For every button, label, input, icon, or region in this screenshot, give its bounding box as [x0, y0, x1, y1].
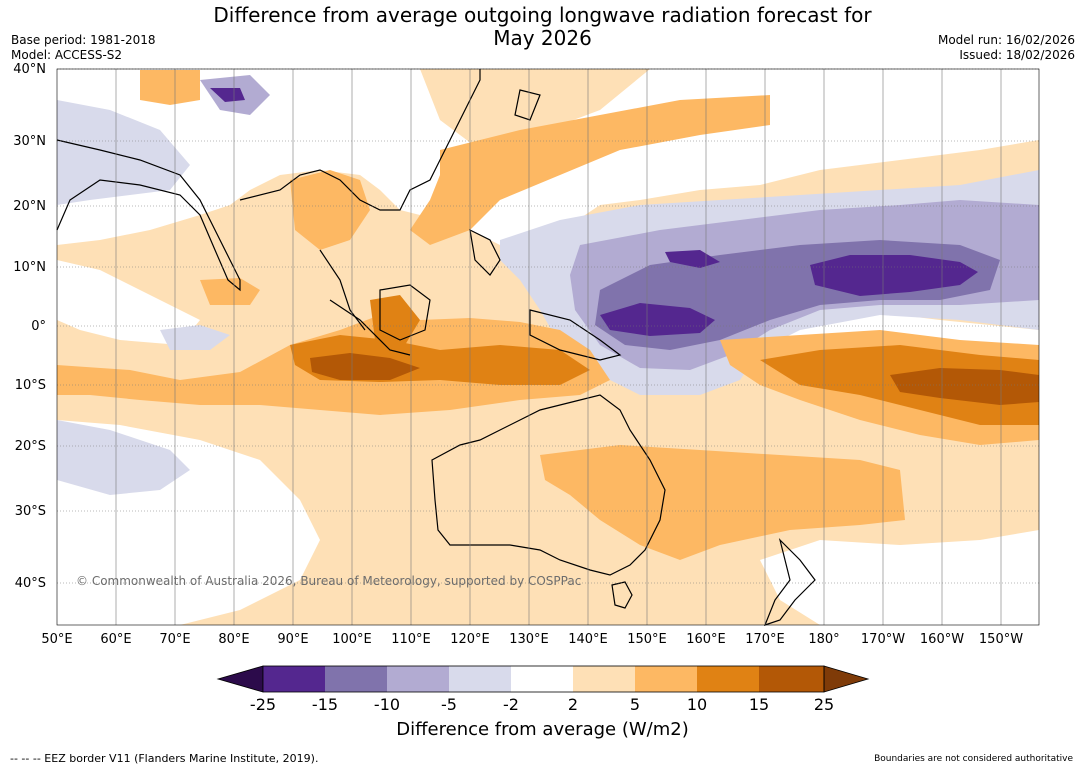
- lat-label-40n: 40°N: [13, 62, 46, 77]
- australia-coastline: [431, 394, 666, 576]
- colorbar-swatch-4: [449, 666, 511, 692]
- anomaly-orange-5-10-northpacific: [410, 95, 770, 245]
- lon-label-170e: 170°E: [745, 632, 785, 647]
- colorbar-tick-2: 2: [567, 695, 579, 714]
- lon-label-150w: 150°W: [978, 632, 1024, 647]
- lat-label-30n: 30°N: [13, 134, 46, 149]
- colorbar-tick-5: 5: [629, 695, 641, 714]
- base-period: Base period: 1981-2018: [11, 33, 156, 47]
- colorbar-swatch-9: [759, 666, 824, 692]
- lon-label-150e: 150°E: [627, 632, 667, 647]
- lon-label-130e: 130°E: [509, 632, 549, 647]
- anomaly-light-purple-south-indian: [57, 420, 190, 495]
- colorbar-min-extend: [216, 665, 264, 693]
- east-asia-coastline: [239, 69, 481, 211]
- colorbar-tick--10: -10: [373, 695, 401, 714]
- lon-label-60e: 60°E: [100, 632, 132, 647]
- anomaly-orange-australia-east: [540, 445, 905, 560]
- lat-label-0: 0°: [31, 319, 46, 334]
- anomaly-orange-india: [200, 278, 260, 305]
- lat-label-20s: 20°S: [14, 439, 46, 454]
- colorbar-swatch-1: [263, 666, 325, 692]
- colorbar-swatch-3: [387, 666, 449, 692]
- lat-label-10s: 10°S: [14, 378, 46, 393]
- map-title-line2: May 2026: [493, 26, 592, 50]
- colorbar-swatch-6: [573, 666, 635, 692]
- boundary-note: Boundaries are not considered authoritat…: [874, 754, 1073, 764]
- sumatra-coastline: [329, 299, 411, 356]
- colorbar-swatch-8: [697, 666, 759, 692]
- colorbar-outline: [262, 665, 825, 693]
- lat-label-30s: 30°S: [14, 504, 46, 519]
- lon-label-160e: 160°E: [686, 632, 726, 647]
- lon-label-80e: 80°E: [218, 632, 250, 647]
- lon-label-90e: 90°E: [277, 632, 309, 647]
- lon-label-170w: 170°W: [860, 632, 906, 647]
- lon-label-120e: 120°E: [450, 632, 490, 647]
- colorbar-swatch-2: [325, 666, 387, 692]
- borneo-coastline: [379, 284, 431, 341]
- lon-label-180: 180°: [808, 632, 840, 647]
- anomaly-field: [57, 69, 1039, 625]
- lon-label-110e: 110°E: [391, 632, 431, 647]
- lon-label-160w: 160°W: [919, 632, 965, 647]
- model-name: Model: ACCESS-S2: [11, 48, 123, 62]
- colorbar-tick--15: -15: [311, 695, 339, 714]
- colorbar-tick--5: -5: [441, 695, 457, 714]
- map-title: Difference from average outgoing longwav…: [0, 4, 1085, 50]
- anomaly-dark-purple-west: [600, 303, 715, 336]
- copyright-notice: © Commonwealth of Australia 2026, Bureau…: [76, 574, 582, 588]
- colorbar-title: Difference from average (W/m2): [396, 719, 689, 740]
- colorbar-tick-15: 15: [748, 695, 770, 714]
- anomaly-light-purple-indian: [160, 325, 230, 350]
- map-title-line1: Difference from average outgoing longwav…: [213, 3, 872, 27]
- colorbar-swatch-5: [511, 666, 573, 692]
- new-guinea-coastline: [529, 309, 622, 361]
- coastlines: [56, 69, 816, 626]
- anomaly-light-purple-west: [57, 100, 190, 205]
- issued-date: Issued: 18/02/2026: [959, 48, 1075, 62]
- model-run: Model run: 16/02/2026: [937, 33, 1075, 47]
- lat-label-10n: 10°N: [13, 260, 46, 275]
- anomaly-dark-purple-tibet: [210, 88, 245, 102]
- lon-label-100e: 100°E: [332, 632, 372, 647]
- malay-peninsula-coastline: [319, 249, 366, 331]
- lat-label-20n: 20°N: [13, 199, 46, 214]
- anomaly-orange-15-25-timor: [310, 353, 420, 380]
- lon-label-50e: 50°E: [41, 632, 73, 647]
- anomaly-dark-purple-east: [810, 255, 978, 296]
- colorbar-tick--25: -25: [249, 695, 277, 714]
- colorbar-max-extend: [823, 665, 870, 693]
- tasmania-coastline: [611, 581, 633, 609]
- colorbar-tick-10: 10: [686, 695, 708, 714]
- anomaly-orange-north: [140, 70, 200, 105]
- neutral-region-southeast: [760, 530, 1039, 625]
- anomaly-orange-15-25-pacific: [890, 368, 1039, 405]
- anomaly-orange-borneo: [370, 295, 420, 345]
- map-frame: [56, 68, 1040, 626]
- eez-note: -- -- -- EEZ border V11 (Flanders Marine…: [10, 752, 319, 765]
- lat-label-40s: 40°S: [14, 576, 46, 591]
- new-zealand-coastline: [763, 538, 816, 626]
- meta-left: Base period: 1981-2018 Model: ACCESS-S2: [11, 33, 156, 63]
- south-asia-coastline: [56, 139, 241, 292]
- colorbar-tick--2: -2: [503, 695, 519, 714]
- lon-label-140e: 140°E: [568, 632, 608, 647]
- colorbar-swatch-7: [635, 666, 697, 692]
- colorbar-tick-25: 25: [813, 695, 835, 714]
- neutral-region-arabian: [57, 260, 200, 345]
- japan-coastline: [514, 89, 541, 121]
- philippines-coastline: [469, 228, 501, 276]
- lon-label-70e: 70°E: [159, 632, 191, 647]
- meridians: [115, 69, 1002, 625]
- colorbar: [216, 665, 870, 693]
- meta-right: Model run: 16/02/2026 Issued: 18/02/2026: [938, 33, 1075, 63]
